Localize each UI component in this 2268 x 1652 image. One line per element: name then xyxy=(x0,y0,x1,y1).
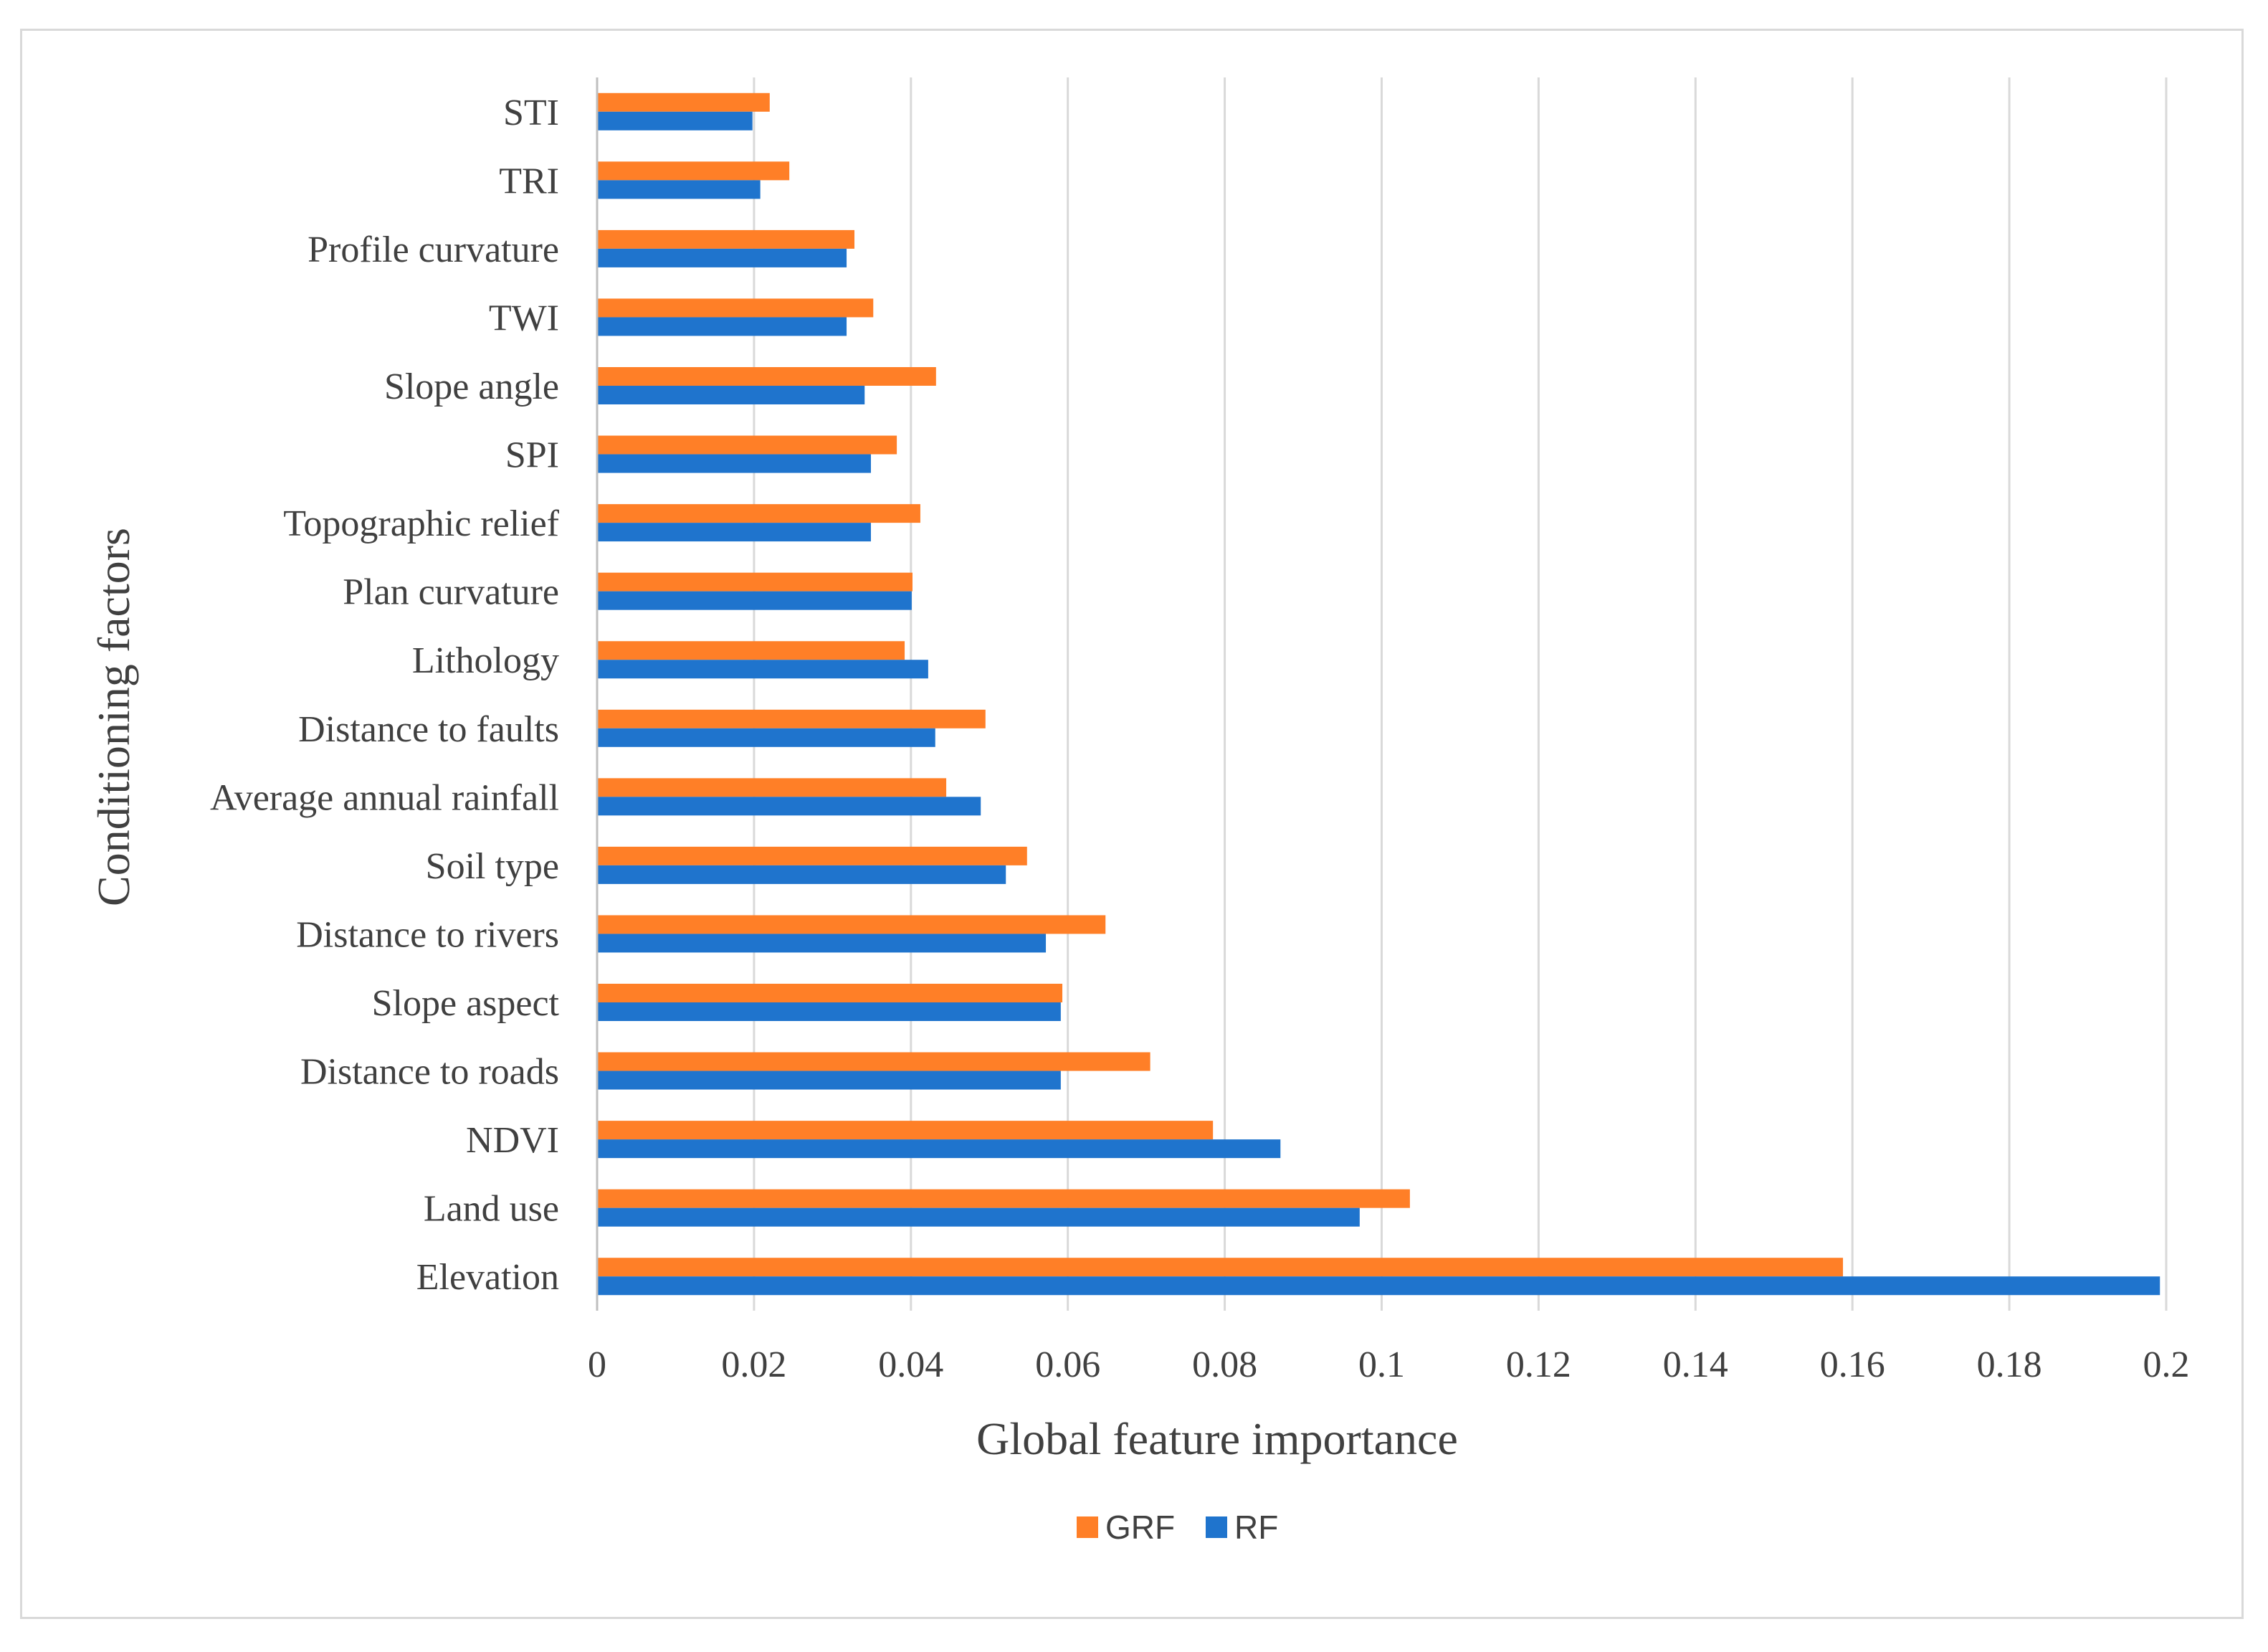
bar-grf-twi xyxy=(597,298,874,318)
bar-grf-ndvi xyxy=(597,1121,1214,1140)
category-label-elevation: Elevation xyxy=(416,1257,559,1298)
x-tick-label-0.1: 0.1 xyxy=(1358,1344,1405,1385)
x-tick-label-0: 0 xyxy=(588,1344,606,1385)
category-label-topographic-relief: Topographic relief xyxy=(283,503,559,544)
bar-rf-land-use xyxy=(597,1207,1360,1227)
bar-rf-slope-aspect xyxy=(597,1002,1061,1021)
category-label-tri: TRI xyxy=(499,161,559,201)
gridlines xyxy=(753,77,2168,1311)
x-tick-labels: 0 0.02 0.04 0.06 0.08 0.1 0.12 0.14 0.16 0.18 0.2 xyxy=(588,1344,2190,1385)
legend-swatch-grf xyxy=(1077,1516,1098,1538)
category-label-lithology: Lithology xyxy=(412,640,559,681)
category-label-distance-to-faults: Distance to faults xyxy=(298,709,559,750)
category-label-plan-curvature: Plan curvature xyxy=(343,572,559,613)
bar-rf-sti xyxy=(597,111,753,130)
bar-rf-spi xyxy=(597,454,871,473)
x-tick-label-0.12: 0.12 xyxy=(1506,1344,1571,1385)
x-tick-label-0.02: 0.02 xyxy=(721,1344,786,1385)
chart-frame xyxy=(20,29,2244,1619)
bar-rf-twi xyxy=(597,317,847,336)
category-label-profile-curvature: Profile curvature xyxy=(308,229,559,270)
bar-grf-soil-type xyxy=(597,846,1027,865)
bars xyxy=(597,92,2160,1296)
x-tick-label-0.08: 0.08 xyxy=(1192,1344,1257,1385)
x-axis-title: Global feature importance xyxy=(976,1413,1458,1464)
category-label-distance-to-rivers: Distance to rivers xyxy=(296,914,559,955)
bar-grf-slope-aspect xyxy=(597,984,1063,1002)
x-tick-label-0.18: 0.18 xyxy=(1977,1344,2042,1385)
category-label-distance-to-roads: Distance to roads xyxy=(300,1052,559,1093)
bar-grf-topographic-relief xyxy=(597,504,920,523)
bar-rf-profile-curvature xyxy=(597,248,847,267)
category-label-ndvi: NDVI xyxy=(466,1120,559,1161)
category-label-slope-aspect: Slope aspect xyxy=(372,983,560,1024)
legend-label-grf: GRF xyxy=(1105,1509,1175,1546)
bar-grf-distance-to-roads xyxy=(597,1052,1150,1071)
bar-rf-slope-angle xyxy=(597,386,865,404)
bar-grf-slope-angle xyxy=(597,367,936,386)
category-label-spi: SPI xyxy=(505,435,559,476)
bar-rf-plan-curvature xyxy=(597,591,912,610)
x-tick-label-0.06: 0.06 xyxy=(1035,1344,1100,1385)
x-tick-label-0.14: 0.14 xyxy=(1663,1344,1728,1385)
bar-grf-land-use xyxy=(597,1189,1410,1208)
bar-grf-distance-to-faults xyxy=(597,709,986,728)
bar-grf-profile-curvature xyxy=(597,229,854,249)
category-label-soil-type: Soil type xyxy=(426,846,559,887)
bar-rf-distance-to-faults xyxy=(597,728,935,747)
bar-rf-tri xyxy=(597,180,761,199)
bar-grf-average-annual-rainfall xyxy=(597,778,947,797)
y-axis-title: Conditioning factors xyxy=(88,528,139,906)
bar-grf-lithology xyxy=(597,641,905,660)
bar-rf-elevation xyxy=(597,1276,2160,1296)
legend-label-rf: RF xyxy=(1234,1509,1278,1546)
x-tick-label-0.16: 0.16 xyxy=(1820,1344,1885,1385)
bar-grf-distance-to-rivers xyxy=(597,915,1106,934)
category-label-sti: STI xyxy=(503,92,559,133)
bar-grf-elevation xyxy=(597,1258,1844,1277)
legend: GRF RF xyxy=(1077,1509,1278,1546)
category-labels: STI TRI Profile curvature TWI Slope angle SPI… xyxy=(210,92,560,1298)
bar-rf-soil-type xyxy=(597,865,1006,884)
x-tick-label-0.2: 0.2 xyxy=(2143,1344,2190,1385)
x-tick-label-0.04: 0.04 xyxy=(878,1344,943,1385)
category-label-land-use: Land use xyxy=(424,1189,559,1230)
bar-rf-distance-to-roads xyxy=(597,1071,1061,1090)
bar-grf-tri xyxy=(597,161,790,181)
bar-grf-sti xyxy=(597,92,770,112)
bar-rf-distance-to-rivers xyxy=(597,934,1047,953)
bar-rf-lithology xyxy=(597,660,928,679)
category-label-average-annual-rainfall: Average annual rainfall xyxy=(210,777,559,818)
category-label-twi: TWI xyxy=(489,298,559,338)
bar-rf-average-annual-rainfall xyxy=(597,797,981,816)
category-label-slope-angle: Slope angle xyxy=(384,366,559,407)
legend-swatch-rf xyxy=(1206,1516,1227,1538)
bar-grf-plan-curvature xyxy=(597,572,913,592)
bar-grf-spi xyxy=(597,435,897,455)
bar-rf-ndvi xyxy=(597,1139,1281,1159)
bar-rf-topographic-relief xyxy=(597,523,871,542)
